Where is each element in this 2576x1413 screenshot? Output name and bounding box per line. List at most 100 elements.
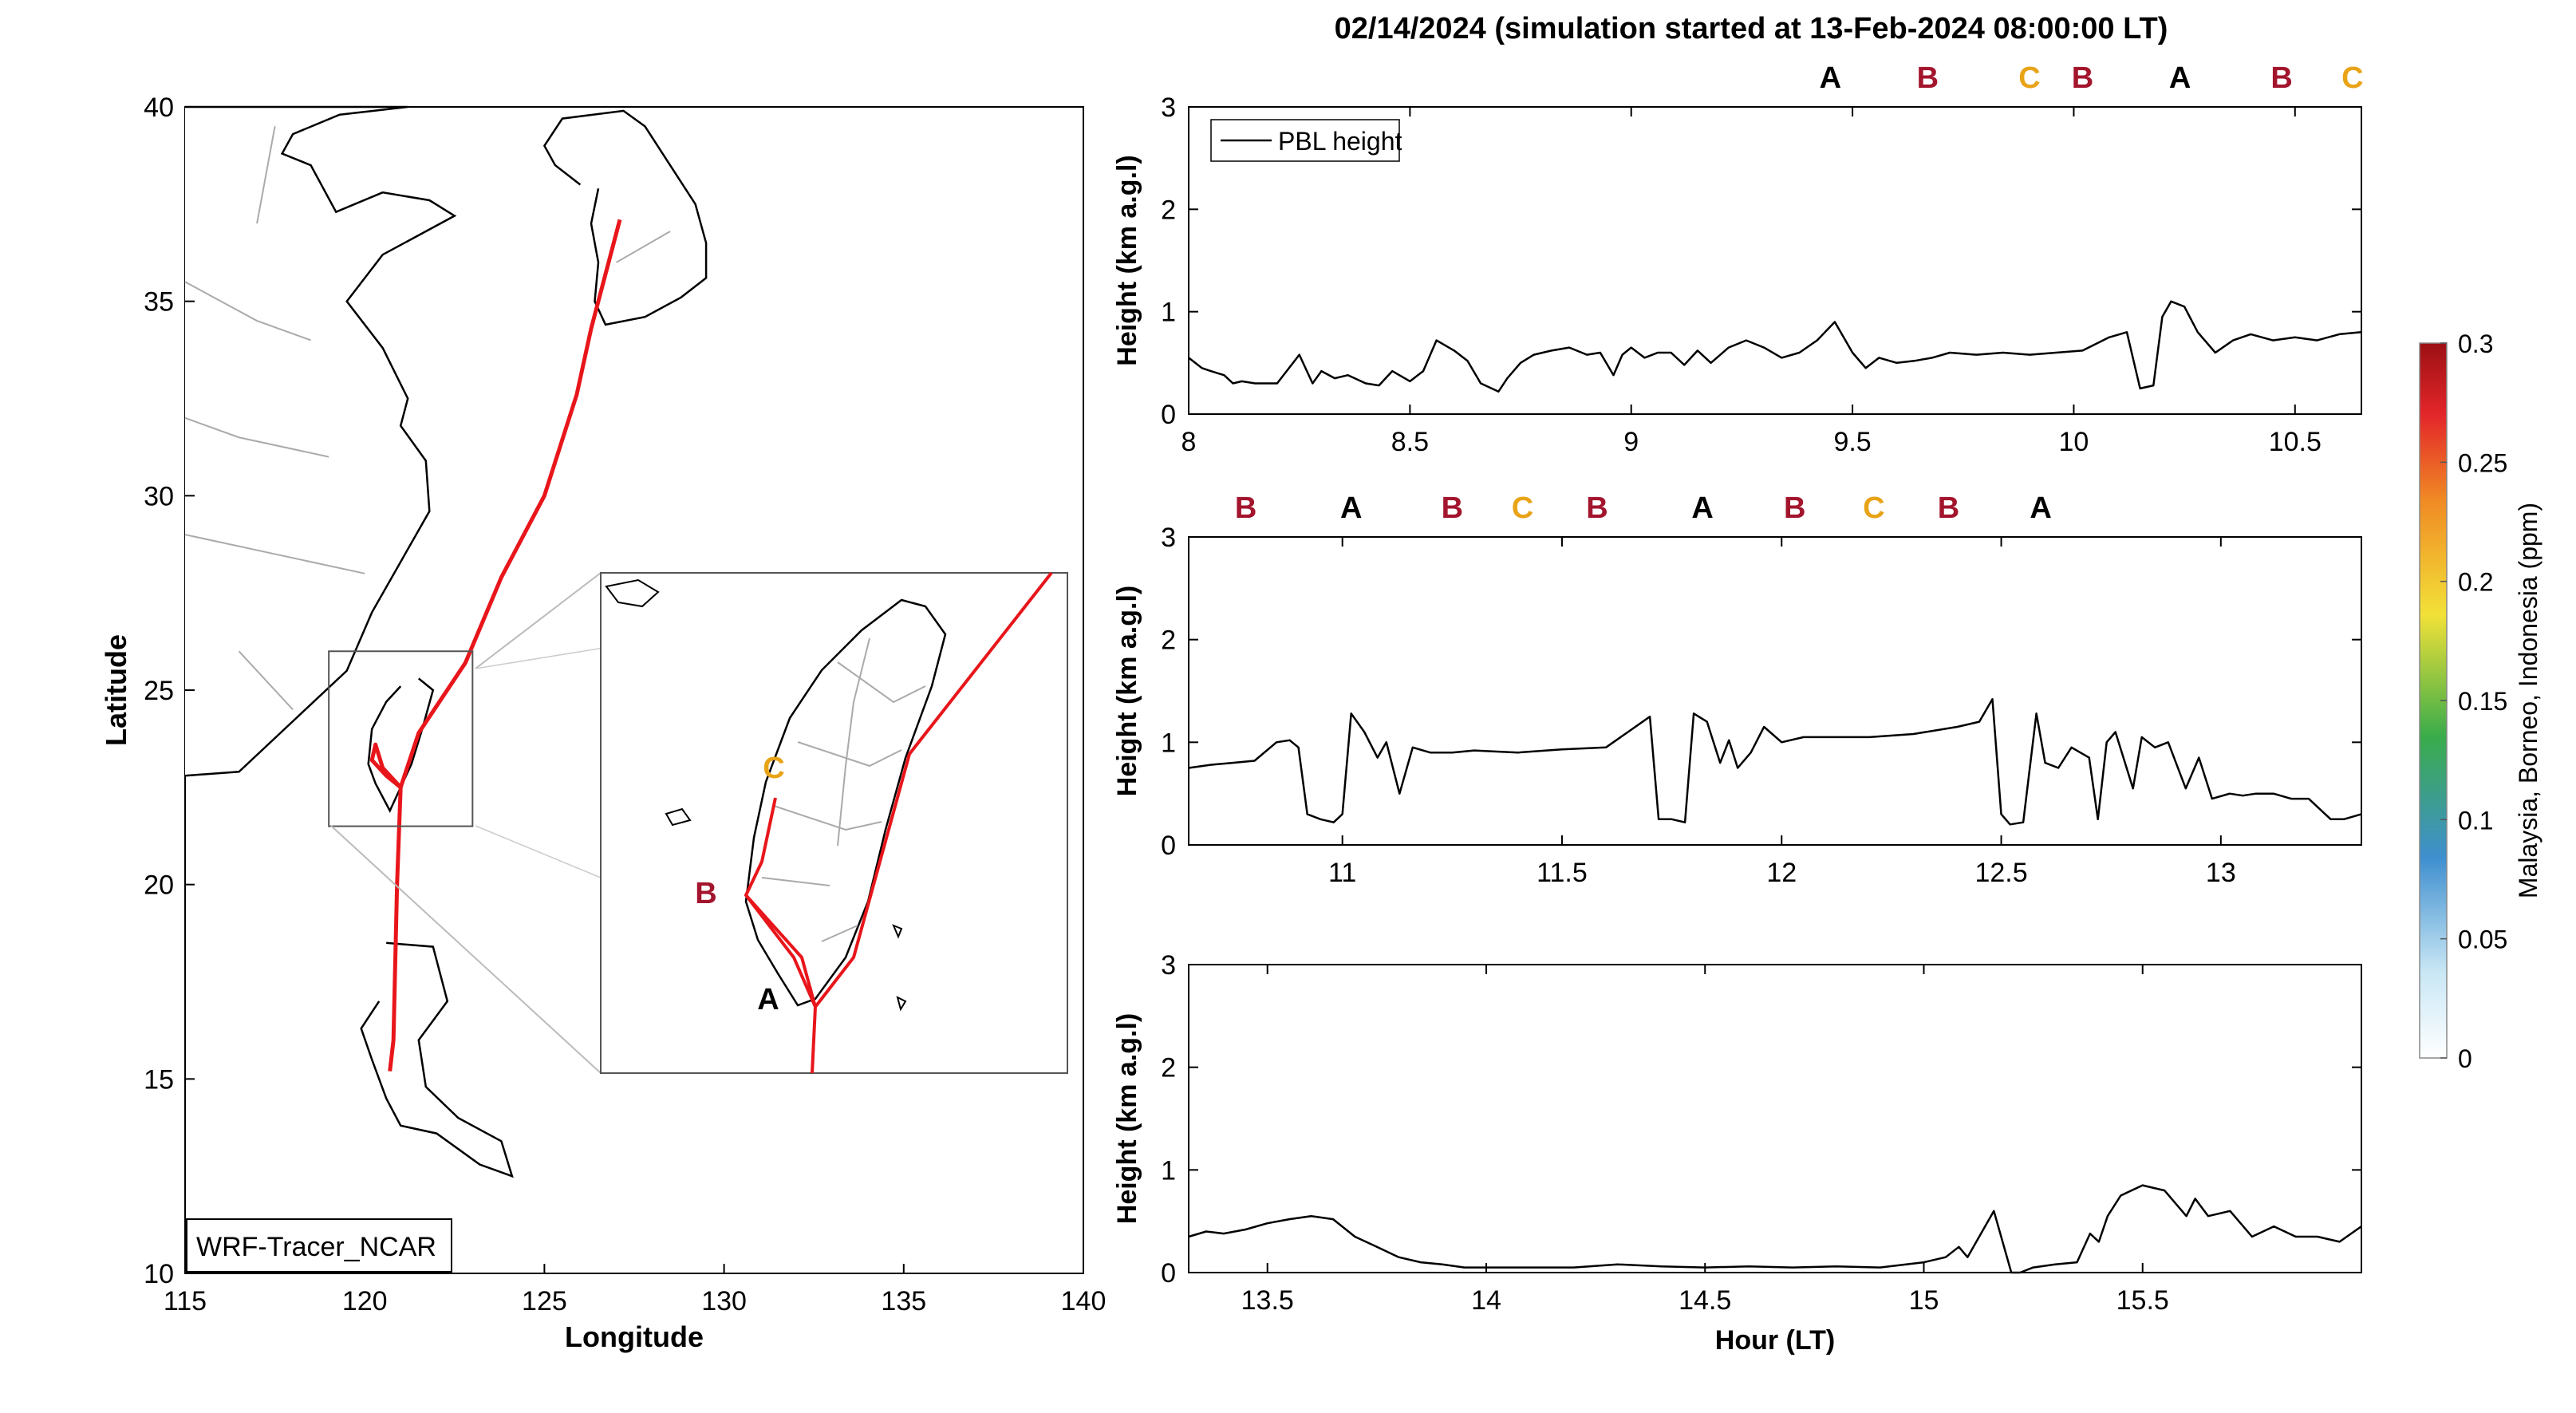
pbl-height-line	[1188, 300, 2362, 393]
legend-label: PBL height	[1278, 127, 1402, 156]
panel-xtick-label: 10.5	[2269, 427, 2322, 457]
location-label-b: B	[1917, 61, 1939, 95]
panel-xtick-label: 12	[1766, 858, 1797, 888]
map-ytick-label: 25	[144, 676, 174, 706]
pbl-height-line	[1188, 698, 2362, 826]
location-label-a: A	[1691, 491, 1713, 525]
panel-xtick-label: 15	[1909, 1285, 1939, 1316]
location-label-b: B	[1586, 491, 1608, 525]
inset-locator-box	[328, 650, 474, 827]
map-ytick-label: 35	[144, 287, 174, 318]
map-ytick-label: 10	[144, 1259, 174, 1289]
pbl-panel-1: 8 8.5 9 9.5 10 10.5 0 1 2 3 Height (km a.g.l) PBL h…	[1112, 61, 2364, 457]
inset-leader-bottom	[330, 825, 602, 1074]
panel-xtick-label: 9	[1623, 427, 1639, 457]
province-borders	[184, 126, 671, 711]
map-ytick-label: 30	[144, 481, 174, 511]
panel-ytick-label: 2	[1161, 195, 1176, 225]
panel-ytick-label: 0	[1161, 400, 1176, 430]
inset-marker-c: C	[763, 752, 784, 785]
colorbar-tick-label: 0.2	[2458, 568, 2493, 597]
map-xtick-label: 125	[522, 1286, 567, 1316]
taiwan-coastline	[367, 677, 435, 813]
location-label-c: C	[2018, 61, 2040, 95]
panel-xtick-label: 11	[1328, 858, 1356, 888]
panel-ylabel: Height (km a.g.l)	[1112, 155, 1142, 365]
map-content	[184, 105, 708, 1178]
location-label-a: A	[1820, 61, 1841, 95]
panel-ylabel: Height (km a.g.l)	[1112, 1013, 1142, 1224]
korea-coastline	[542, 109, 708, 326]
panel-frame	[1188, 964, 2362, 1273]
location-label-a: A	[2030, 491, 2051, 525]
location-label-b: B	[1784, 491, 1805, 525]
panel-frame	[1188, 536, 2362, 846]
inset-track	[744, 571, 1053, 1074]
panel-ytick-label: 3	[1161, 523, 1176, 553]
colorbar-tick-label: 0.15	[2458, 687, 2507, 716]
inset-marker-a: A	[757, 983, 779, 1016]
location-label-c: C	[1863, 491, 1884, 525]
panel-xtick-label: 10	[2059, 427, 2089, 457]
colorbar-label: Malaysia, Borneo, Indonesia (ppm)	[2514, 503, 2542, 898]
map-xtick-label: 130	[701, 1286, 747, 1316]
panel-ytick-label: 1	[1161, 298, 1176, 328]
location-label-a: A	[2169, 61, 2191, 95]
location-label-b: B	[1235, 491, 1256, 525]
map-ytick-label: 40	[144, 93, 174, 123]
pbl-height-line	[1188, 1184, 2362, 1274]
location-label-b: B	[1442, 491, 1463, 525]
panel-ytick-label: 0	[1161, 831, 1176, 861]
luzon-coastline	[360, 941, 514, 1178]
colorbar-tick-label: 0.1	[2458, 806, 2493, 835]
inset-islands	[605, 578, 907, 1012]
panel-xtick-label: 14.5	[1679, 1285, 1731, 1316]
panel-ytick-label: 1	[1161, 728, 1176, 758]
model-tag: WRF-Tracer_NCAR	[186, 1218, 452, 1273]
colorbar-tick-label: 0.3	[2458, 330, 2493, 358]
map-xlabel: Longitude	[565, 1320, 704, 1353]
map-xtick-label: 120	[342, 1286, 388, 1316]
panel-xtick-label: 11.5	[1537, 858, 1588, 888]
location-label-c: C	[1512, 491, 1533, 525]
inset-county-lines	[761, 637, 926, 942]
location-label-b: B	[2270, 61, 2292, 95]
panel-xlabel: Hour (LT)	[1715, 1325, 1835, 1356]
panel-ytick-label: 3	[1161, 93, 1176, 123]
inset-map: C B A	[330, 571, 1068, 1074]
map-xtick-label: 115	[164, 1286, 207, 1316]
panel-xtick-label: 8.5	[1391, 427, 1429, 457]
panel-ytick-label: 1	[1161, 1155, 1176, 1186]
map-xtick-label: 140	[1061, 1286, 1107, 1316]
panel-ytick-label: 2	[1161, 626, 1176, 656]
panel-ytick-label: 3	[1161, 950, 1176, 981]
colorbar-tick-label: 0.05	[2458, 926, 2507, 954]
panel-xtick-label: 9.5	[1833, 427, 1871, 457]
panel-ytick-label: 2	[1161, 1053, 1176, 1083]
panel-ylabel: Height (km a.g.l)	[1112, 586, 1142, 796]
colorbar-tick-label: 0	[2458, 1044, 2472, 1073]
map-ylabel: Latitude	[100, 634, 132, 746]
model-tag-box	[186, 1218, 452, 1273]
china-coastline	[184, 105, 457, 777]
panel-xtick-label: 12.5	[1974, 858, 2027, 888]
panel-xtick-label: 8	[1181, 427, 1197, 457]
colorbar-tick-label: 0.25	[2458, 448, 2507, 477]
map-ytick-label: 20	[144, 870, 174, 901]
panel-ytick-label: 0	[1161, 1258, 1176, 1289]
inset-leader-top	[475, 572, 602, 669]
inset-content: C B A	[605, 571, 1053, 1074]
pbl-panel-3: 13.5 14 14.5 15 15.5 0 1 2 3 Height (km a.g.l) Hou…	[1112, 950, 2362, 1356]
colorbar: 0 0.05 0.1 0.15 0.2 0.25 0.3 Malaysia, Borneo,…	[2419, 330, 2542, 1073]
panel-xtick-label: 13.5	[1241, 1285, 1294, 1316]
map-xtick-label: 135	[881, 1286, 926, 1316]
panel-xtick-label: 15.5	[2116, 1285, 2169, 1316]
panel-legend: PBL height	[1210, 119, 1402, 162]
location-label-b: B	[1938, 491, 1959, 525]
trajectory-line	[388, 219, 622, 1072]
inset-marker-b: B	[695, 877, 716, 910]
figure-title: 02/14/2024 (simulation started at 13-Feb…	[1335, 12, 2168, 45]
map-ytick-label: 15	[144, 1064, 174, 1095]
